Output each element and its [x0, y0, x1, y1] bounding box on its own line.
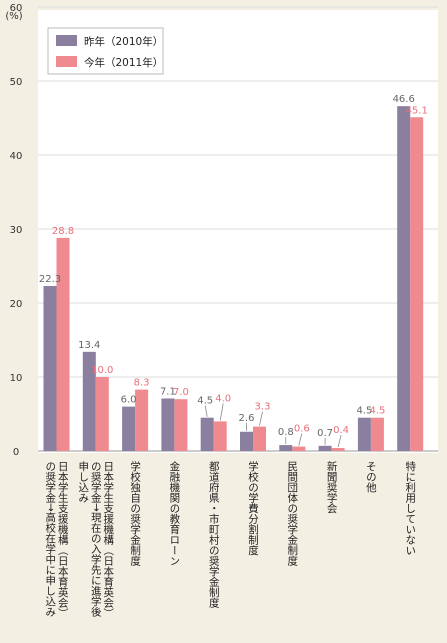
data-label: 4.5 — [197, 396, 213, 407]
bar — [122, 406, 136, 451]
label-leader-line — [259, 411, 263, 426]
category-label: 金融機関の教育ローン — [168, 460, 180, 566]
data-label: 7.1 — [160, 386, 176, 397]
bar — [292, 446, 306, 451]
bar — [370, 417, 384, 451]
bar — [279, 445, 293, 451]
category-labels: 日本学生支援機構（日本育英会）の奨学金→高校在学中に申し込み 日本学生支援機構（日… — [44, 460, 416, 618]
category-label: の奨学金→現在の入学先に進学後 — [90, 461, 102, 617]
category-label: 申し込み — [77, 460, 89, 503]
data-label: 3.3 — [255, 402, 271, 413]
legend-swatch — [56, 56, 77, 67]
y-tick-label: 30 — [10, 225, 23, 236]
category-label: 日本学生支援機構（日本育英会） — [102, 461, 114, 619]
bar — [43, 285, 57, 451]
data-label: 4.5 — [356, 406, 372, 417]
y-tick-label: 0 — [13, 447, 19, 458]
bar — [318, 445, 332, 451]
y-tick-label: 40 — [10, 151, 23, 162]
category-label: 学校の学費分割制度 — [247, 460, 259, 556]
y-tick-label: 60 — [10, 3, 23, 14]
data-label: 45.1 — [406, 105, 428, 116]
data-label: 46.6 — [393, 94, 415, 105]
category-label: 民間団体の奨学金制度 — [286, 461, 298, 567]
data-label: 2.6 — [239, 413, 255, 424]
category-label: 特に利用していない — [404, 461, 416, 556]
legend-label: 今年（2011年） — [84, 56, 163, 69]
legend-label: 昨年（2010年） — [84, 35, 163, 48]
bar — [200, 417, 214, 451]
data-label: 6.0 — [121, 395, 137, 406]
category-label: の奨学金→高校在学中に申し込み — [44, 461, 56, 617]
category-label: 都道府県・市町村の奨学金制度 — [208, 461, 220, 609]
legend: 昨年（2010年） 今年（2011年） — [47, 27, 164, 75]
bar — [253, 426, 266, 451]
data-label: 0.4 — [333, 425, 349, 436]
bar — [161, 398, 175, 451]
category-label: 学校独自の奨学金制度 — [129, 460, 141, 567]
data-label: 7.0 — [173, 387, 189, 398]
data-label: 28.8 — [52, 226, 74, 237]
data-label: 22.3 — [39, 274, 61, 285]
data-label: 0.7 — [317, 428, 333, 439]
label-leader-line — [219, 403, 224, 421]
bar — [397, 106, 411, 451]
y-tick-label: 50 — [10, 77, 23, 88]
bar — [357, 417, 371, 451]
data-label: 4.5 — [369, 406, 385, 417]
y-tick-label: 20 — [10, 299, 23, 310]
bar — [410, 117, 424, 451]
label-leader-line — [204, 405, 208, 417]
bar — [56, 237, 70, 451]
category-label: その他 — [365, 461, 377, 493]
legend-swatch — [56, 35, 77, 46]
bar — [331, 448, 345, 451]
bar — [174, 399, 188, 451]
data-label: 0.8 — [278, 427, 294, 438]
bars — [43, 106, 424, 451]
bar — [240, 431, 253, 451]
bar — [135, 389, 149, 451]
data-label: 13.4 — [78, 340, 100, 351]
bar — [82, 351, 96, 451]
data-labels: 22.328.813.410.06.08.37.17.04.5 4.02.63.3… — [39, 94, 428, 448]
category-label: 新聞奨学会 — [326, 460, 338, 514]
data-label: 4.0 — [215, 393, 231, 404]
data-label: 8.3 — [134, 378, 150, 389]
bar — [213, 421, 227, 451]
label-leader-line — [337, 434, 342, 448]
label-leader-line — [298, 433, 303, 446]
y-axis-unit: (%) — [5, 11, 22, 22]
category-label: 日本学生支援機構（日本育英会） — [57, 461, 69, 619]
y-axis: 0 10 20 30 40 50 60 — [10, 3, 23, 458]
bar — [95, 377, 109, 451]
y-tick-label: 10 — [10, 373, 23, 384]
data-label: 0.6 — [294, 424, 310, 435]
data-label: 10.0 — [91, 365, 113, 376]
